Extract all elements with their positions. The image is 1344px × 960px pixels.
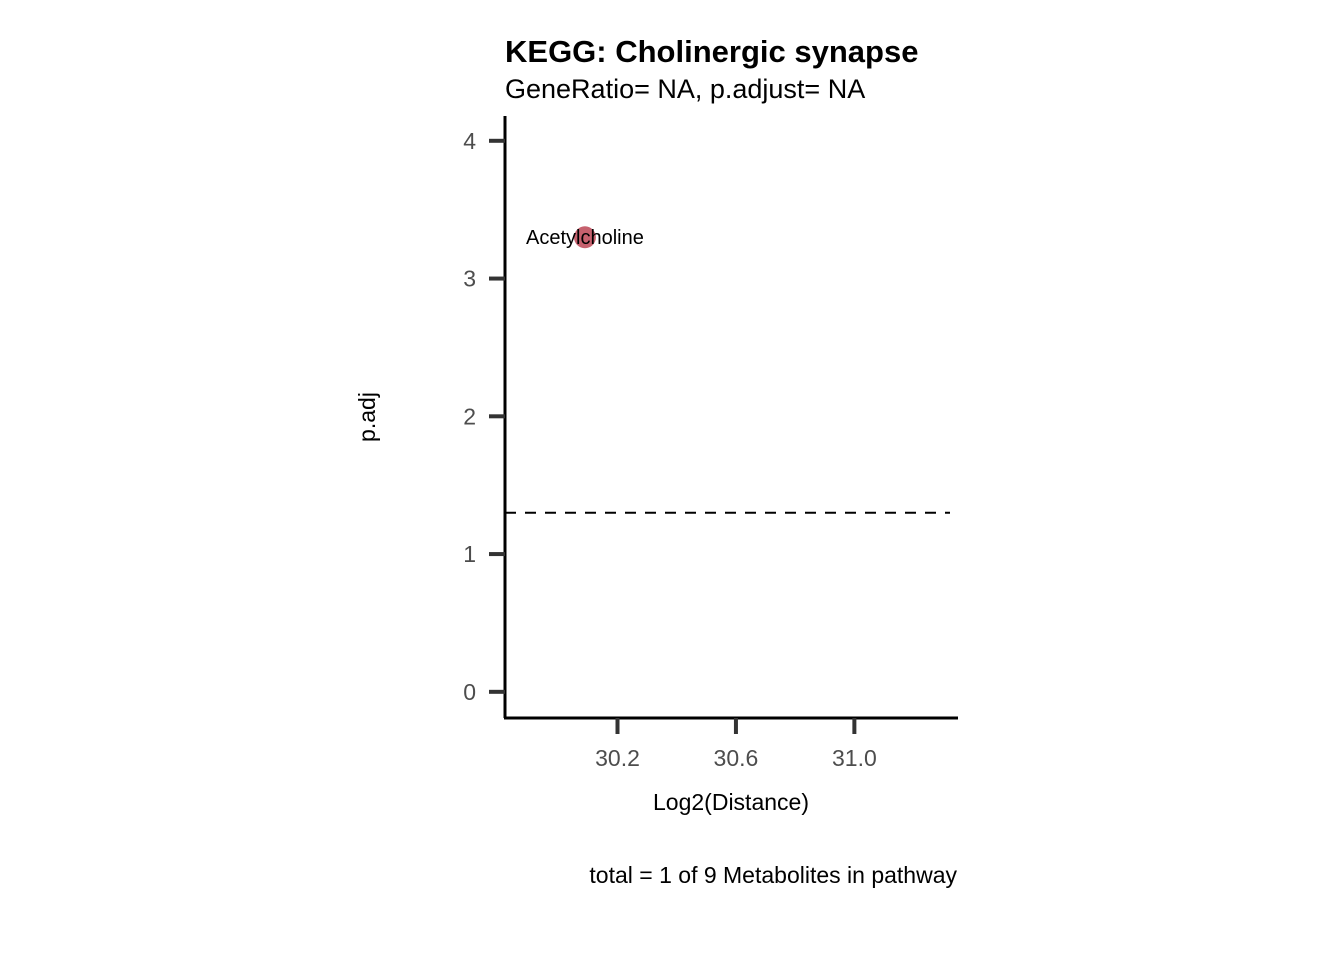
y-tick-label: 2	[463, 403, 476, 429]
x-tick-label: 30.6	[714, 745, 759, 771]
x-tick-label: 31.0	[832, 745, 877, 771]
data-point	[573, 226, 596, 249]
x-axis-ticks: 30.2 30.6 31.0	[595, 718, 877, 771]
y-tick-label: 1	[463, 541, 476, 567]
y-tick-label: 4	[463, 128, 476, 154]
plot-area: Acetylcholine	[505, 226, 950, 514]
chart-subtitle: GeneRatio= NA, p.adjust= NA	[505, 74, 865, 104]
y-axis-title: p.adj	[354, 392, 380, 442]
y-axis-ticks: 0 1 2 3 4	[463, 128, 505, 705]
x-tick-label: 30.2	[595, 745, 640, 771]
chart-title: KEGG: Cholinergic synapse	[505, 34, 918, 69]
point-label: Acetylcholine	[526, 227, 644, 249]
chart-caption: total = 1 of 9 Metabolites in pathway	[589, 862, 957, 888]
x-axis-title: Log2(Distance)	[653, 789, 809, 815]
y-tick-label: 0	[463, 679, 476, 705]
y-tick-label: 3	[463, 266, 476, 292]
